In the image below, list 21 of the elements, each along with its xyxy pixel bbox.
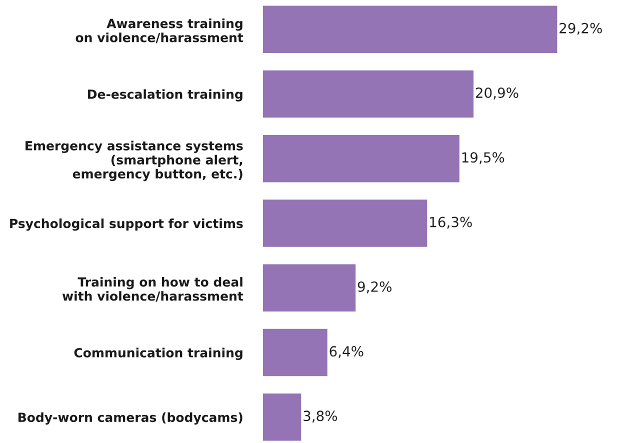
bar	[262, 6, 558, 53]
y-tick-label: De-escalation training	[88, 89, 242, 102]
y-tick-label: Body-worn cameras (bodycams)	[18, 412, 242, 425]
bar	[262, 70, 474, 118]
data-label: 20,9%	[476, 88, 518, 100]
data-label: 6,4%	[330, 346, 364, 358]
data-label: 9,2%	[358, 281, 392, 294]
y-tick-label: Training on how to deal with violence/harassment	[62, 277, 244, 302]
bar	[262, 328, 328, 376]
y-tick-label: Communication training	[74, 348, 242, 360]
bar	[262, 135, 460, 182]
y-tick-label: Emergency assistance systems (smartphone alert, emergency button, etc.)	[26, 140, 243, 182]
data-label: 16,3%	[430, 216, 472, 229]
bar	[262, 200, 428, 247]
bar	[262, 394, 302, 441]
data-label: 19,5%	[462, 152, 504, 164]
data-label: 29,2%	[560, 22, 602, 35]
bar	[262, 264, 356, 312]
y-tick-label: Psychological support for victims	[10, 218, 243, 231]
y-tick-label: Awareness training on violence/harassment	[76, 18, 244, 44]
data-label: 3,8%	[304, 410, 338, 423]
